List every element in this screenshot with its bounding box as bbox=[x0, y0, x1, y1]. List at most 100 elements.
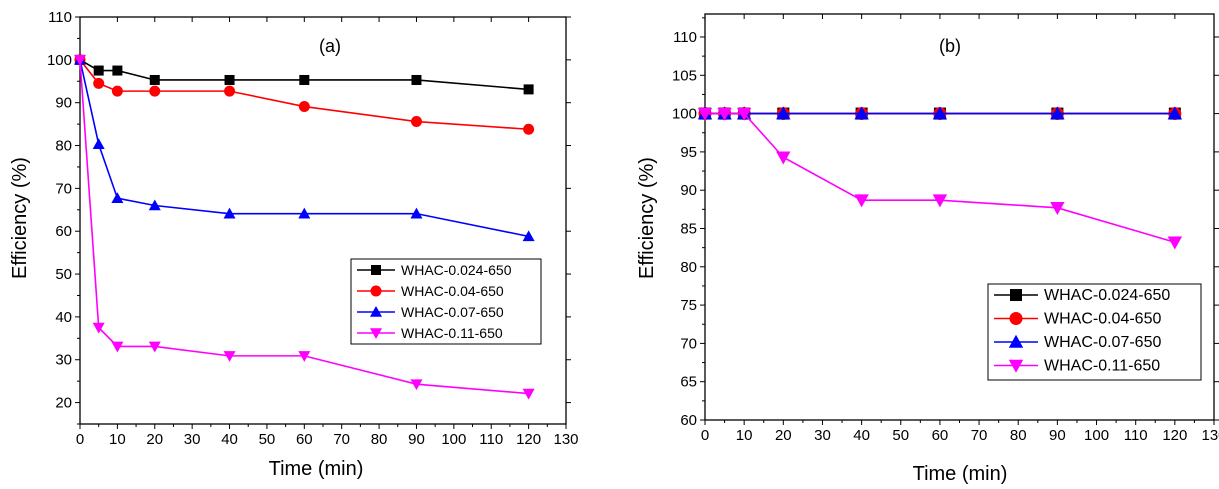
x-tick-label: 130 bbox=[1201, 427, 1219, 444]
legend-marker bbox=[370, 328, 382, 339]
data-point bbox=[410, 207, 423, 219]
legend-label: WHAC-0.024-650 bbox=[401, 262, 512, 278]
data-point bbox=[148, 199, 161, 211]
chart-panel-a: 0 10 20 30 40 50 60 70 80 90 100 110 120 130 20 30 40 50 6… bbox=[9, 9, 579, 480]
y-tick-label: 60 bbox=[680, 412, 697, 429]
data-point bbox=[932, 194, 948, 208]
series-line bbox=[79, 59, 529, 395]
y-tick-label: 70 bbox=[55, 180, 72, 197]
series-line bbox=[79, 59, 529, 238]
y-tick-label: 95 bbox=[680, 144, 697, 161]
data-point bbox=[523, 84, 534, 95]
legend-marker bbox=[370, 285, 382, 297]
x-tick-label: 20 bbox=[146, 431, 163, 448]
y-tick-label: 90 bbox=[680, 182, 697, 199]
data-point bbox=[298, 351, 311, 362]
series-2 bbox=[74, 54, 535, 135]
data-point bbox=[1050, 106, 1065, 120]
legend-marker bbox=[1008, 334, 1024, 348]
x-tick-label: 120 bbox=[1162, 427, 1187, 444]
x-tick-label: 130 bbox=[553, 431, 578, 448]
y-tick-label: 80 bbox=[680, 259, 697, 276]
data-point bbox=[410, 116, 422, 128]
data-point bbox=[410, 379, 423, 391]
x-tick-label: 40 bbox=[221, 431, 238, 448]
data-point bbox=[298, 101, 310, 113]
data-point bbox=[854, 194, 869, 208]
data-point bbox=[932, 106, 948, 120]
legend-box bbox=[350, 258, 542, 345]
x-tick-label: 60 bbox=[296, 431, 313, 448]
data-point bbox=[111, 341, 124, 353]
data-point bbox=[111, 192, 124, 204]
x-tick-label: 50 bbox=[259, 431, 276, 448]
y-tick-label: 110 bbox=[673, 29, 697, 46]
data-point bbox=[223, 207, 236, 219]
data-point bbox=[776, 151, 791, 165]
y-tick-label: 75 bbox=[680, 297, 697, 314]
legend-label: WHAC-0.11-650 bbox=[401, 325, 503, 341]
data-point bbox=[523, 123, 535, 135]
data-point bbox=[697, 107, 713, 121]
x-tick-label: 90 bbox=[1049, 427, 1066, 444]
y-axis-title: Efficiency (%) bbox=[9, 157, 31, 279]
data-point bbox=[411, 74, 422, 85]
series-line bbox=[705, 112, 1176, 244]
data-point bbox=[1167, 236, 1183, 250]
data-point bbox=[148, 341, 161, 353]
series-4 bbox=[697, 107, 1183, 250]
series-3 bbox=[74, 53, 535, 242]
legend-label: WHAC-0.04-650 bbox=[401, 283, 504, 299]
legend-label: WHAC-0.07-650 bbox=[401, 304, 504, 320]
legend-label: WHAC-0.11-650 bbox=[1044, 358, 1160, 375]
legend-label: WHAC-0.04-650 bbox=[1044, 311, 1161, 328]
y-tick-label: 30 bbox=[55, 352, 72, 369]
y-axis-title: Efficiency (%) bbox=[636, 157, 658, 279]
data-point bbox=[854, 106, 869, 120]
x-tick-label: 70 bbox=[971, 427, 988, 444]
data-point bbox=[112, 65, 123, 76]
x-tick-label: 40 bbox=[853, 427, 870, 444]
x-tick-label: 120 bbox=[516, 431, 541, 448]
y-tick-label: 110 bbox=[48, 9, 72, 26]
data-point bbox=[93, 65, 104, 76]
panel-label: (b) bbox=[939, 36, 961, 56]
data-point bbox=[92, 322, 105, 334]
legend-marker bbox=[1009, 312, 1023, 325]
data-point bbox=[224, 74, 235, 85]
data-point bbox=[149, 85, 161, 97]
legend-label: WHAC-0.07-650 bbox=[1044, 334, 1161, 351]
y-tick-label: 40 bbox=[55, 309, 72, 326]
x-tick-label: 0 bbox=[701, 427, 709, 444]
x-tick-label: 30 bbox=[184, 431, 201, 448]
x-tick-label: 110 bbox=[1124, 427, 1148, 444]
data-point bbox=[298, 207, 311, 219]
data-point bbox=[92, 138, 105, 150]
y-tick-label: 105 bbox=[672, 67, 697, 84]
series-4 bbox=[74, 55, 535, 400]
y-tick-label: 80 bbox=[55, 138, 72, 155]
y-tick-label: 65 bbox=[680, 374, 697, 391]
chart-panel-b: 0 10 20 30 40 50 60 70 80 90 100 110 120 130 60 65 70 75 8… bbox=[636, 13, 1219, 485]
x-tick-label: 20 bbox=[775, 427, 792, 444]
x-tick-label: 110 bbox=[479, 431, 503, 448]
y-tick-label: 90 bbox=[55, 95, 72, 112]
x-tick-label: 70 bbox=[333, 431, 350, 448]
data-point bbox=[74, 55, 86, 66]
legend: WHAC-0.024-650 WHAC-0.04-650 WHAC-0.07-650… bbox=[350, 258, 542, 345]
legend-label: WHAC-0.024-650 bbox=[1044, 287, 1170, 304]
x-tick-label: 90 bbox=[408, 431, 425, 448]
legend-marker bbox=[371, 265, 381, 275]
x-tick-label: 50 bbox=[892, 427, 909, 444]
x-tick-label: 80 bbox=[1010, 427, 1027, 444]
data-point bbox=[1167, 106, 1183, 120]
legend-marker bbox=[1010, 289, 1022, 301]
data-point bbox=[522, 230, 535, 242]
data-point bbox=[223, 351, 236, 362]
series-line bbox=[79, 59, 529, 131]
y-tick-label: 20 bbox=[55, 395, 72, 412]
x-tick-label: 10 bbox=[736, 427, 753, 444]
x-tick-label: 30 bbox=[814, 427, 831, 444]
data-point bbox=[299, 74, 310, 85]
